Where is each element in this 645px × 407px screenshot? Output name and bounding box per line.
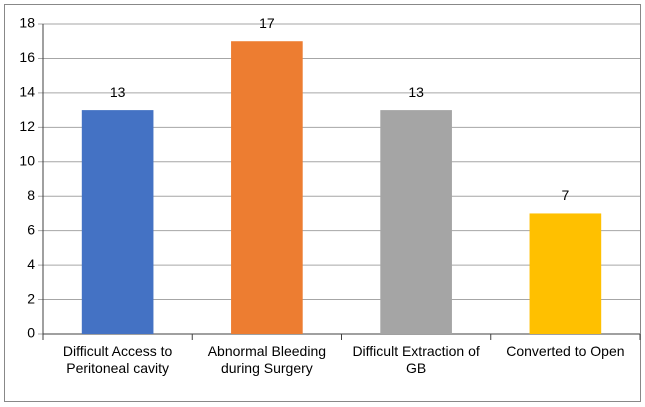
x-tick-label: Converted to Open (506, 343, 625, 359)
y-tick-label: 16 (19, 49, 35, 65)
bar (380, 110, 452, 334)
y-tick-label: 14 (19, 84, 35, 100)
x-tick-label: Difficult Access to Peritoneal cavity (62, 343, 173, 376)
y-tick-label: 6 (27, 221, 35, 237)
bar (81, 110, 154, 334)
y-tick-label: 10 (19, 152, 35, 168)
x-tick-label: Abnormal Bleeding during Surgery (207, 343, 327, 376)
y-tick-label: 18 (19, 15, 35, 31)
bar (529, 213, 602, 334)
data-label: 13 (110, 84, 126, 100)
y-tick-label: 0 (27, 325, 35, 341)
chart-frame (4, 4, 641, 402)
y-tick-label: 8 (27, 187, 35, 203)
y-tick-label: 2 (27, 290, 35, 306)
y-tick-label: 4 (27, 256, 35, 272)
bar (231, 41, 303, 334)
y-tick-label: 12 (19, 118, 35, 134)
data-label: 13 (408, 84, 424, 100)
data-label: 7 (561, 187, 569, 203)
data-label: 17 (259, 15, 275, 31)
x-tick-label: Difficult Extraction of GB (352, 343, 480, 376)
